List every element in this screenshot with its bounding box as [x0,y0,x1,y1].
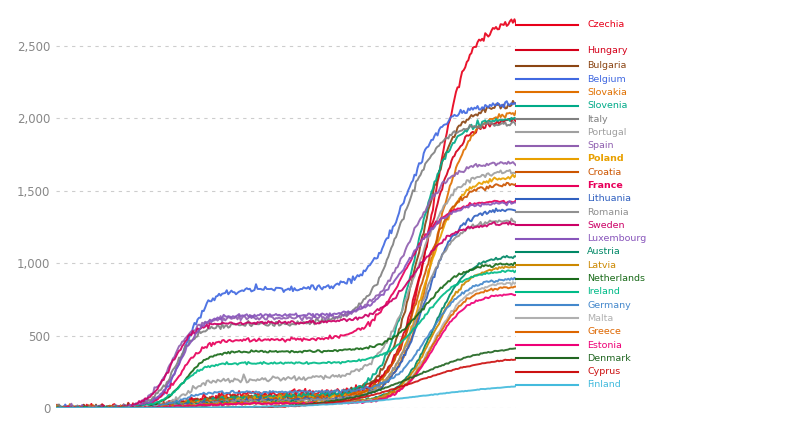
Text: Portugal: Portugal [587,128,626,137]
Text: Austria: Austria [587,247,621,257]
Text: Latvia: Latvia [587,261,616,270]
Text: Estonia: Estonia [587,340,622,349]
Text: Luxembourg: Luxembourg [587,234,646,243]
Text: Czechia: Czechia [587,20,624,29]
Text: Slovakia: Slovakia [587,88,627,97]
Text: Romania: Romania [587,207,629,217]
Text: Hungary: Hungary [587,46,627,55]
Text: Greece: Greece [587,327,621,336]
Text: Italy: Italy [587,115,608,124]
Text: Croatia: Croatia [587,168,622,177]
Text: Denmark: Denmark [587,354,630,363]
Text: Belgium: Belgium [587,75,626,84]
Text: Poland: Poland [587,154,624,164]
Text: Germany: Germany [587,300,630,310]
Text: Cyprus: Cyprus [587,367,620,376]
Text: France: France [587,181,622,190]
Text: Spain: Spain [587,141,614,150]
Text: Netherlands: Netherlands [587,274,645,283]
Text: Lithuania: Lithuania [587,194,631,203]
Text: Malta: Malta [587,314,614,323]
Text: Slovenia: Slovenia [587,101,627,110]
Text: Ireland: Ireland [587,287,620,296]
Text: Sweden: Sweden [587,221,625,230]
Text: Bulgaria: Bulgaria [587,61,626,71]
Text: Finland: Finland [587,380,621,389]
